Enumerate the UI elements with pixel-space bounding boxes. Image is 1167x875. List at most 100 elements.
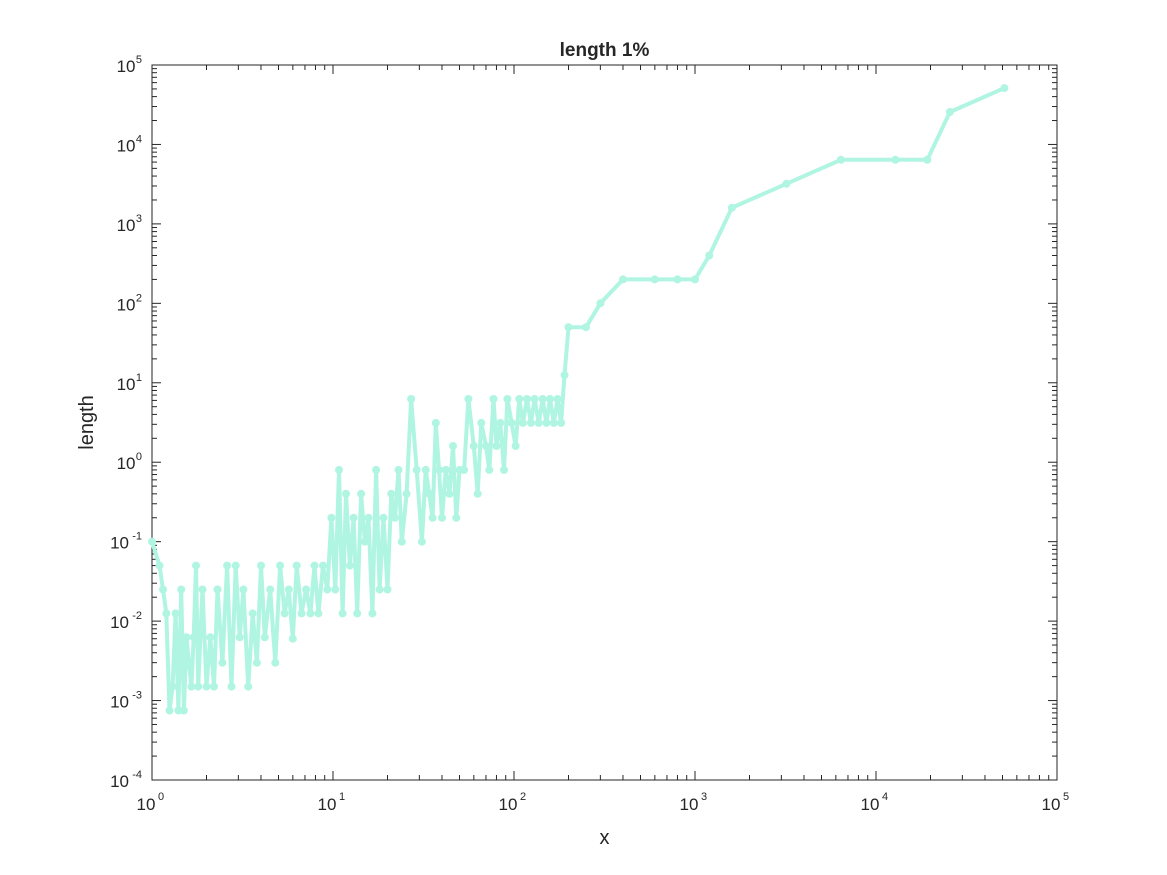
- data-point: [335, 465, 343, 474]
- y-tick-label: 10: [117, 295, 136, 314]
- data-point: [534, 418, 543, 427]
- data-point: [557, 418, 566, 427]
- data-point: [452, 513, 461, 522]
- data-point: [673, 275, 682, 284]
- data-point: [435, 465, 443, 474]
- data-point: [482, 442, 490, 450]
- data-point: [165, 706, 174, 715]
- data-point: [252, 658, 261, 667]
- y-tick-label: 10: [117, 57, 136, 76]
- x-tick-label: 10: [680, 795, 699, 814]
- y-tick-label-exponent: -4: [132, 769, 142, 781]
- data-point: [564, 323, 573, 332]
- data-point: [284, 585, 293, 594]
- data-point: [511, 442, 520, 450]
- data-point: [213, 585, 222, 594]
- y-tick-label-exponent: 4: [136, 133, 142, 145]
- data-point: [338, 609, 347, 618]
- data-point: [379, 513, 388, 522]
- data-point: [223, 561, 232, 570]
- data-point: [619, 275, 627, 284]
- data-point: [248, 609, 257, 618]
- data-point: [477, 418, 486, 427]
- data-point: [473, 489, 482, 498]
- data-point: [171, 609, 180, 618]
- data-point: [260, 633, 269, 642]
- x-tick-label: 10: [1042, 795, 1061, 814]
- data-point: [891, 155, 900, 164]
- data-point: [235, 633, 244, 642]
- data-point: [515, 395, 524, 403]
- data-point: [503, 395, 512, 403]
- data-point: [705, 251, 714, 260]
- data-point: [206, 633, 215, 642]
- data-point: [1000, 84, 1009, 93]
- data-point: [464, 395, 473, 403]
- data-point: [271, 658, 280, 667]
- data-point: [449, 442, 457, 450]
- y-tick-label-exponent: -1: [132, 531, 142, 543]
- data-point: [357, 489, 366, 498]
- data-point: [397, 537, 406, 546]
- data-point: [523, 395, 531, 403]
- data-point: [507, 418, 516, 427]
- data-point: [923, 155, 932, 164]
- data-point: [782, 179, 791, 188]
- data-point: [945, 108, 954, 116]
- data-point: [288, 634, 297, 643]
- data-point: [266, 585, 275, 594]
- data-point: [345, 561, 354, 570]
- data-point: [469, 442, 478, 450]
- data-point: [560, 371, 569, 380]
- data-point: [342, 489, 350, 498]
- x-tick-label: 10: [318, 795, 337, 814]
- data-point: [691, 275, 699, 284]
- data-point: [239, 585, 248, 594]
- data-point: [155, 561, 164, 570]
- data-point: [182, 633, 191, 642]
- data-point: [428, 513, 437, 522]
- data-point: [162, 609, 171, 618]
- data-point: [441, 465, 450, 474]
- data-point: [582, 323, 590, 332]
- data-point: [538, 395, 547, 403]
- y-tick-label: 10: [110, 772, 129, 791]
- data-point: [257, 561, 265, 570]
- y-tick-label: 10: [110, 613, 129, 632]
- plot-area: [151, 64, 1058, 781]
- data-point: [314, 609, 323, 618]
- data-point: [489, 395, 498, 403]
- data-point: [542, 418, 551, 427]
- y-tick-label: 10: [110, 693, 129, 712]
- data-point: [445, 489, 454, 498]
- data-point: [184, 658, 193, 667]
- data-point: [306, 609, 315, 618]
- y-tick-label: 10: [117, 375, 136, 394]
- x-tick-label-exponent: 1: [339, 791, 345, 803]
- data-point: [518, 418, 527, 427]
- y-tick-label: 10: [117, 216, 136, 235]
- data-point: [292, 561, 301, 570]
- data-point: [412, 465, 421, 474]
- data-point: [383, 585, 392, 594]
- data-point: [202, 682, 211, 691]
- data-point: [349, 513, 358, 522]
- data-point: [194, 682, 203, 691]
- data-point: [198, 585, 207, 594]
- data-point: [407, 395, 416, 403]
- x-tick-label: 10: [137, 795, 156, 814]
- data-point: [327, 513, 336, 522]
- data-point: [421, 465, 430, 474]
- data-point: [168, 682, 177, 691]
- data-point: [368, 609, 377, 618]
- y-axis-label: length: [76, 395, 98, 450]
- series-layer: [148, 84, 1009, 715]
- y-tick-label-exponent: 3: [136, 213, 142, 225]
- data-point: [189, 633, 198, 642]
- data-point: [526, 418, 535, 427]
- data-point: [323, 585, 332, 594]
- data-point: [553, 395, 562, 403]
- data-point: [192, 561, 200, 570]
- x-tick-label-exponent: 4: [882, 791, 888, 803]
